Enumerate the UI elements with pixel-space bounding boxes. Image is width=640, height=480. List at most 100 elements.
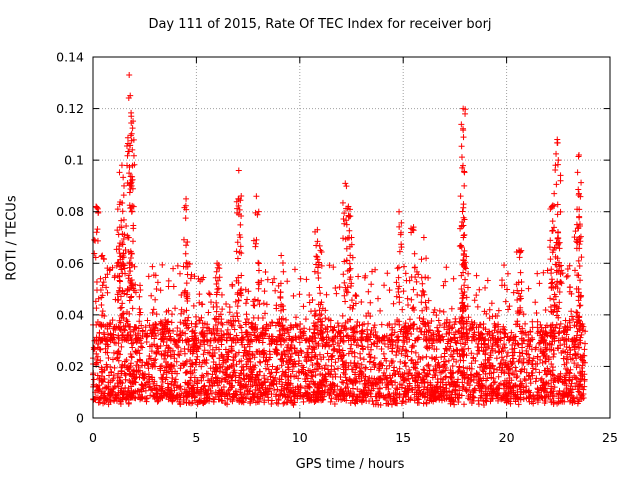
data-point xyxy=(116,287,123,294)
data-point xyxy=(566,374,573,381)
data-point xyxy=(127,255,134,262)
data-point xyxy=(539,359,546,366)
data-point xyxy=(326,371,333,378)
data-point xyxy=(304,390,311,397)
data-point xyxy=(247,396,254,403)
data-point xyxy=(333,396,340,403)
data-point xyxy=(90,376,97,383)
data-point xyxy=(310,392,317,399)
data-point xyxy=(196,291,203,298)
data-point xyxy=(237,397,244,404)
data-point xyxy=(120,388,127,395)
data-point xyxy=(204,394,211,401)
data-point xyxy=(457,340,464,347)
data-point xyxy=(435,317,442,324)
data-point xyxy=(388,401,395,408)
data-point xyxy=(540,348,547,355)
data-point xyxy=(249,381,256,388)
data-point xyxy=(198,363,205,370)
data-point xyxy=(114,227,121,234)
data-point xyxy=(487,392,494,399)
data-point xyxy=(339,312,346,319)
data-point xyxy=(246,375,253,382)
data-point xyxy=(458,154,465,161)
data-point xyxy=(367,346,374,353)
data-point xyxy=(168,387,175,394)
data-point xyxy=(284,390,291,397)
data-point xyxy=(573,221,580,228)
data-point xyxy=(229,398,236,405)
data-point xyxy=(409,305,416,312)
data-point xyxy=(530,400,537,407)
data-point xyxy=(226,309,233,316)
data-point xyxy=(127,294,134,301)
data-point xyxy=(500,392,507,399)
data-point xyxy=(476,335,483,342)
data-point xyxy=(325,386,332,393)
data-point xyxy=(213,299,220,306)
data-point xyxy=(574,341,581,348)
data-point xyxy=(280,400,287,407)
data-point xyxy=(133,349,140,356)
data-point xyxy=(237,243,244,250)
data-point xyxy=(507,366,514,373)
data-point xyxy=(120,394,127,401)
data-point xyxy=(557,172,564,179)
data-point xyxy=(421,379,428,386)
data-point xyxy=(115,231,122,238)
data-point xyxy=(459,379,466,386)
data-point xyxy=(396,390,403,397)
data-point xyxy=(447,369,454,376)
data-point xyxy=(550,353,557,360)
data-point xyxy=(302,316,309,323)
data-point xyxy=(269,363,276,370)
data-point xyxy=(348,297,355,304)
data-point xyxy=(160,350,167,357)
data-point xyxy=(366,398,373,405)
data-point xyxy=(130,222,137,229)
data-point xyxy=(507,383,514,390)
data-point xyxy=(537,347,544,354)
data-point xyxy=(128,130,135,137)
data-point xyxy=(514,394,521,401)
data-point xyxy=(346,227,353,234)
data-point xyxy=(368,381,375,388)
data-point xyxy=(406,380,413,387)
data-point xyxy=(243,384,250,391)
data-point xyxy=(511,349,518,356)
data-point xyxy=(148,342,155,349)
data-point xyxy=(163,369,170,376)
data-point xyxy=(313,253,320,260)
data-point xyxy=(234,396,241,403)
x-tick-label: 5 xyxy=(192,430,200,445)
data-point xyxy=(418,256,425,263)
data-point xyxy=(474,303,481,310)
data-point xyxy=(346,392,353,399)
data-point xyxy=(542,340,549,347)
data-point xyxy=(440,308,447,315)
data-point xyxy=(251,332,258,339)
data-point xyxy=(194,380,201,387)
x-tick-label: 25 xyxy=(602,430,618,445)
data-point xyxy=(167,352,174,359)
data-point xyxy=(206,398,213,405)
data-point xyxy=(460,204,467,211)
data-point xyxy=(127,351,134,358)
data-point xyxy=(185,381,192,388)
data-point xyxy=(186,388,193,395)
data-point xyxy=(374,380,381,387)
data-point xyxy=(130,390,137,397)
data-point xyxy=(540,379,547,386)
data-point xyxy=(110,385,117,392)
data-point xyxy=(372,401,379,408)
data-point xyxy=(224,365,231,372)
data-point xyxy=(549,279,556,286)
data-point xyxy=(552,167,559,174)
data-point xyxy=(328,395,335,402)
data-point xyxy=(557,370,564,377)
data-point xyxy=(434,376,441,383)
data-point xyxy=(261,397,268,404)
data-point xyxy=(261,390,268,397)
data-point xyxy=(182,330,189,337)
data-point xyxy=(127,393,134,400)
